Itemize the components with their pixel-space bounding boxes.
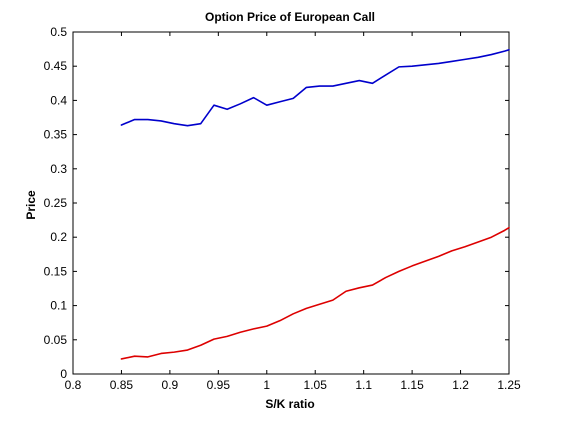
y-tick-label: 0.5 [50, 25, 67, 39]
y-tick-label: 0.2 [50, 230, 67, 244]
y-tick-label: 0.4 [50, 93, 67, 107]
y-tick-label: 0.15 [44, 264, 68, 278]
series-line-1 [120, 48, 510, 127]
x-tick-label: 1.15 [400, 378, 424, 392]
y-tick-label: 0.1 [50, 299, 67, 313]
series-line-2 [120, 226, 510, 360]
y-axis-label: Price [24, 190, 38, 220]
x-tick-label: 1.05 [304, 378, 328, 392]
x-tick-label: 1.2 [452, 378, 469, 392]
x-tick-label: 0.8 [65, 378, 82, 392]
x-tick-label: 1.1 [355, 378, 372, 392]
x-axis-label: S/K ratio [265, 397, 314, 411]
chart-title: Option Price of European Call [205, 10, 375, 24]
x-tick-label: 0.95 [207, 378, 231, 392]
x-tick-label: 1 [263, 378, 270, 392]
x-tick-label: 0.9 [162, 378, 179, 392]
y-tick-label: 0.25 [44, 196, 68, 210]
y-tick-label: 0.05 [44, 333, 68, 347]
y-tick-label: 0 [60, 367, 67, 381]
y-tick-label: 0.35 [44, 128, 68, 142]
y-tick-label: 0.3 [50, 162, 67, 176]
y-tick-label: 0.45 [44, 59, 68, 73]
x-tick-label: 0.85 [110, 378, 134, 392]
x-tick-label: 1.25 [497, 378, 521, 392]
